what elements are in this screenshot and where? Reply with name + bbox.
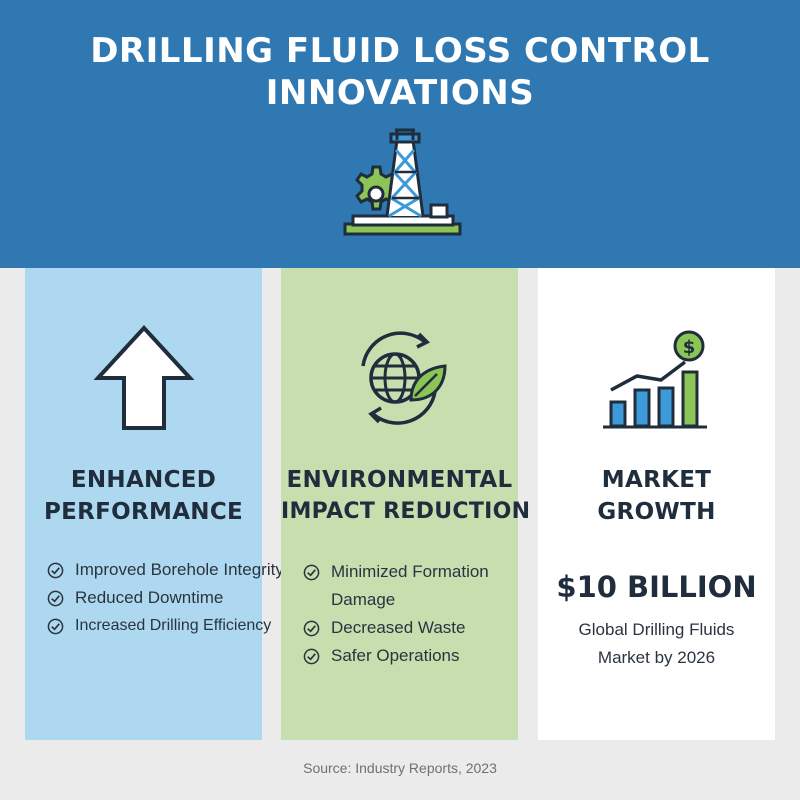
card-enhanced-performance: ENHANCED PERFORMANCE Improved Borehole I…: [25, 268, 284, 740]
heading-line-2: GROWTH: [597, 499, 716, 525]
heading-line-2: PERFORMANCE: [43, 499, 244, 525]
card-heading: ENHANCED PERFORMANCE: [25, 464, 262, 528]
market-value: $10 BILLION: [556, 570, 757, 604]
desc-line-2: Market by 2026: [597, 648, 716, 667]
list-item-text: Increased Drilling Efficiency: [75, 617, 272, 634]
svg-text:$: $: [682, 337, 695, 358]
check-circle-icon: [47, 562, 64, 579]
check-circle-icon: [47, 590, 64, 607]
source-note: Source: Industry Reports, 2023: [303, 760, 497, 776]
title-line-1: DRILLING FLUID LOSS CONTROL: [90, 31, 710, 71]
globe-leaf-recycle-icon: [281, 318, 518, 438]
list-item: Increased Drilling Efficiency: [47, 612, 297, 640]
check-circle-icon: [303, 648, 320, 665]
check-circle-icon: [303, 620, 320, 637]
benefit-list: Minimized Formation Damage Decreased Was…: [303, 558, 553, 670]
card-heading: ENVIRONMENTAL IMPACT REDUCTION: [281, 464, 531, 528]
check-circle-icon: [303, 564, 320, 581]
title-line-2: INNOVATIONS: [265, 73, 535, 113]
check-circle-icon: [47, 618, 64, 635]
drilling-rig-icon: [335, 128, 465, 243]
list-item: Reduced Downtime: [47, 584, 297, 612]
list-item: Safer Operations: [303, 642, 553, 670]
list-item: Decreased Waste: [303, 614, 553, 642]
list-item-text: Safer Operations: [331, 646, 460, 665]
card-environmental-impact: ENVIRONMENTAL IMPACT REDUCTION Minimized…: [281, 268, 531, 740]
up-arrow-icon: [25, 318, 262, 438]
list-item-text: Minimized Formation Damage: [331, 562, 489, 609]
list-item: Minimized Formation Damage: [303, 558, 553, 614]
market-description: Global Drilling Fluids Market by 2026: [538, 616, 775, 672]
heading-line-2: IMPACT REDUCTION: [281, 499, 531, 524]
list-item-text: Reduced Downtime: [75, 588, 224, 607]
desc-line-1: Global Drilling Fluids: [578, 620, 735, 639]
heading-line-1: ENVIRONMENTAL: [286, 467, 513, 493]
list-item-text: Improved Borehole Integrity: [75, 560, 284, 579]
benefit-list: Improved Borehole Integrity Reduced Down…: [47, 556, 297, 640]
heading-line-1: ENHANCED: [70, 467, 217, 493]
bar-chart-growth-dollar-icon: $: [538, 318, 775, 438]
list-item-text: Decreased Waste: [331, 618, 466, 637]
card-heading: MARKET GROWTH: [538, 464, 775, 528]
header-banner: DRILLING FLUID LOSS CONTROL INNOVATIONS: [0, 0, 800, 268]
heading-line-1: MARKET: [601, 467, 712, 493]
card-market-growth: $ MARKET GROWTH $10 BILLION Global Drill…: [538, 268, 775, 740]
page-title: DRILLING FLUID LOSS CONTROL INNOVATIONS: [0, 30, 800, 114]
list-item: Improved Borehole Integrity: [47, 556, 297, 584]
